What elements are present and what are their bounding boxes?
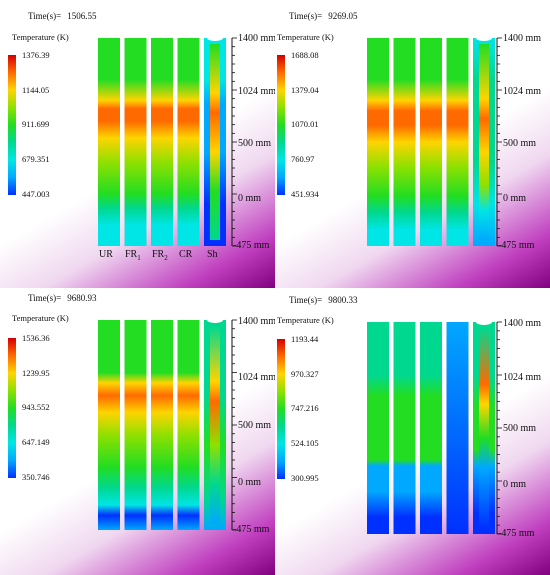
colorbar-tick-4: 679.351: [22, 154, 50, 164]
time-value: 1506.55: [67, 11, 97, 21]
time-readout: Time(s)= 1506.55: [28, 11, 97, 21]
colorbar-tick-2: 1379.04: [291, 85, 319, 95]
shroud-inner-channel: [479, 328, 489, 528]
time-label: Time(s)=: [28, 11, 62, 21]
axis-label-1024: 1024 mm: [238, 86, 275, 97]
colorbar-tick-3: 747.216: [291, 403, 319, 413]
shroud-top-cap: [476, 35, 492, 41]
axis-label-1400: 1400 mm: [503, 318, 542, 329]
time-value: 9680.93: [67, 293, 97, 303]
axis-label-0: 0 mm: [238, 477, 262, 488]
colorbar-max: 1376.39: [22, 50, 50, 60]
colorbar-tick-3: 1070.01: [291, 119, 319, 129]
rod-contour-plot: [367, 319, 502, 535]
axis-label-1400: 1400 mm: [238, 316, 275, 327]
panel-time-9680: Time(s)= 9680.93 Temperature (K) 1536.36 …: [0, 288, 275, 575]
rod-ur: [98, 38, 120, 246]
shroud-top-cap: [207, 35, 223, 41]
rod-ur: [367, 322, 389, 534]
time-label: Time(s)=: [289, 11, 323, 21]
colorbar-min: 300.995: [291, 473, 319, 483]
axis-label-1024: 1024 mm: [503, 86, 542, 97]
rod-ur: [367, 38, 389, 246]
colorbar-min: 350.746: [22, 472, 50, 482]
panel-time-1506: Time(s)= 1506.55 Temperature (K) 1376.39 …: [0, 0, 275, 288]
legend-title: Temperature (K): [12, 313, 69, 323]
colorbar-max: 1536.36: [22, 333, 50, 343]
axis-label-1400: 1400 mm: [503, 33, 542, 44]
axis-label-0: 0 mm: [503, 479, 527, 490]
rod-label-fr1: FR1: [125, 249, 141, 262]
time-readout: Time(s)= 9269.05: [289, 11, 358, 21]
rod-label-fr2: FR2: [152, 249, 168, 262]
axis-label-minus475: -475 mm: [498, 528, 535, 539]
colorbar-tick-4: 524.105: [291, 438, 319, 448]
time-label: Time(s)=: [289, 295, 323, 305]
rod-cr: [446, 322, 469, 534]
rod-cr: [177, 320, 200, 530]
colorbar-max: 1688.08: [291, 50, 319, 60]
panel-time-9800: Time(s)= 9800.33 Temperature (K) 1193.44 …: [275, 288, 550, 575]
colorbar-min: 447.003: [22, 189, 50, 199]
axis-label-1024: 1024 mm: [238, 372, 275, 383]
rod-contour-plot: [98, 317, 237, 531]
legend-title: Temperature (K): [12, 32, 69, 42]
colorbar-tick-4: 647.149: [22, 437, 50, 447]
axis-label-500: 500 mm: [238, 420, 272, 431]
colorbar-min: 451.934: [291, 189, 319, 199]
rod-ur: [98, 320, 120, 530]
rod-label-cr: CR: [179, 249, 193, 260]
colorbar: [277, 339, 285, 479]
colorbar-max: 1193.44: [291, 334, 319, 344]
shroud-inner-channel: [210, 44, 220, 240]
axis-label-500: 500 mm: [238, 138, 272, 149]
colorbar-tick-3: 911.699: [22, 119, 50, 129]
rod-fr2: [420, 322, 442, 534]
rod-contour-plot: [98, 35, 237, 247]
axis-label-500: 500 mm: [503, 138, 537, 149]
shroud-inner-channel: [479, 44, 489, 240]
axis-label-1024: 1024 mm: [503, 372, 542, 383]
axis-label-500: 500 mm: [503, 423, 537, 434]
time-label: Time(s)=: [28, 293, 62, 303]
colorbar-tick-2: 1144.05: [22, 85, 50, 95]
rod-label-ur: UR: [99, 249, 113, 260]
shroud-top-cap: [207, 317, 223, 323]
rod-label-sh: Sh: [207, 249, 218, 260]
time-value: 9269.05: [328, 11, 358, 21]
panel-time-9269: Time(s)= 9269.05 Temperature (K) 1688.08 …: [275, 0, 550, 288]
rod-cr: [446, 38, 469, 246]
rod-cr: [177, 38, 200, 246]
rod-fr1: [124, 320, 147, 530]
shroud-inner-channel: [210, 326, 220, 524]
rod-fr2: [151, 320, 173, 530]
axis-label-1400: 1400 mm: [238, 33, 275, 44]
colorbar-tick-3: 943.552: [22, 402, 50, 412]
colorbar-tick-2: 1239.95: [22, 368, 50, 378]
rod-fr1: [124, 38, 147, 246]
rod-fr2: [420, 38, 442, 246]
colorbar-tick-4: 760.97: [291, 154, 315, 164]
rod-fr1: [393, 38, 416, 246]
legend-title: Temperature (K): [277, 315, 334, 325]
legend-title: Temperature (K): [277, 32, 334, 42]
colorbar: [8, 338, 16, 478]
axis-label-minus475: -475 mm: [498, 240, 535, 251]
colorbar: [8, 55, 16, 195]
time-value: 9800.33: [328, 295, 358, 305]
rod-contour-plot: [367, 35, 502, 247]
rod-fr2: [151, 38, 173, 246]
colorbar-tick-2: 970.327: [291, 369, 319, 379]
colorbar: [277, 55, 285, 195]
shroud-top-cap: [476, 319, 492, 325]
axis-label-0: 0 mm: [238, 193, 262, 204]
axis-label-0: 0 mm: [503, 193, 527, 204]
time-readout: Time(s)= 9800.33: [289, 295, 358, 305]
axis-label-minus475: -475 mm: [233, 240, 270, 251]
time-readout: Time(s)= 9680.93: [28, 293, 97, 303]
axis-label-minus475: -475 mm: [233, 524, 270, 535]
rod-fr1: [393, 322, 416, 534]
